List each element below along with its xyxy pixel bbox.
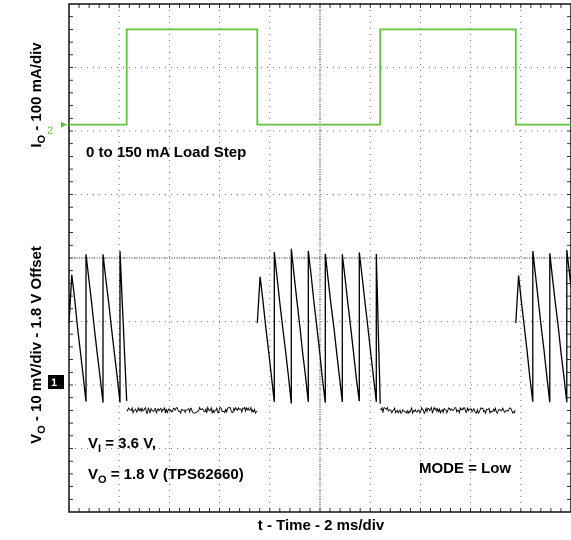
series-output-voltage-idle	[379, 406, 516, 415]
channel-2-marker: 2	[47, 125, 53, 137]
series-output-voltage-ripple	[515, 250, 571, 403]
channel-1-marker: 1	[51, 377, 57, 389]
chart-traces	[61, 28, 571, 415]
annotation-input-voltage: VI = 3.6 V,	[88, 435, 156, 455]
y-axis-label-current: IO - 100 mA/div	[28, 42, 48, 148]
annotation-output-voltage: VO = 1.8 V (TPS62660)	[88, 466, 244, 486]
series-output-voltage-idle	[126, 405, 258, 415]
annotation-load-step: 0 to 150 mA Load Step	[86, 144, 246, 161]
series-output-voltage-ripple	[68, 251, 128, 403]
annotation-mode: MODE = Low	[419, 460, 511, 477]
y-axis-label-voltage: VO - 10 mV/div - 1.8 V Offset	[28, 246, 48, 444]
series-output-voltage-ripple	[256, 248, 381, 404]
channel-2-arrow	[61, 121, 67, 128]
chart-grid	[68, 3, 571, 513]
x-axis-label: t - Time - 2 ms/div	[258, 517, 385, 534]
series-load-current	[69, 28, 571, 126]
channel-1-marker-box	[48, 375, 64, 389]
chart-labels: IO - 100 mA/div VO - 10 mV/div - 1.8 V O…	[28, 42, 511, 534]
grid-frame	[68, 3, 571, 513]
